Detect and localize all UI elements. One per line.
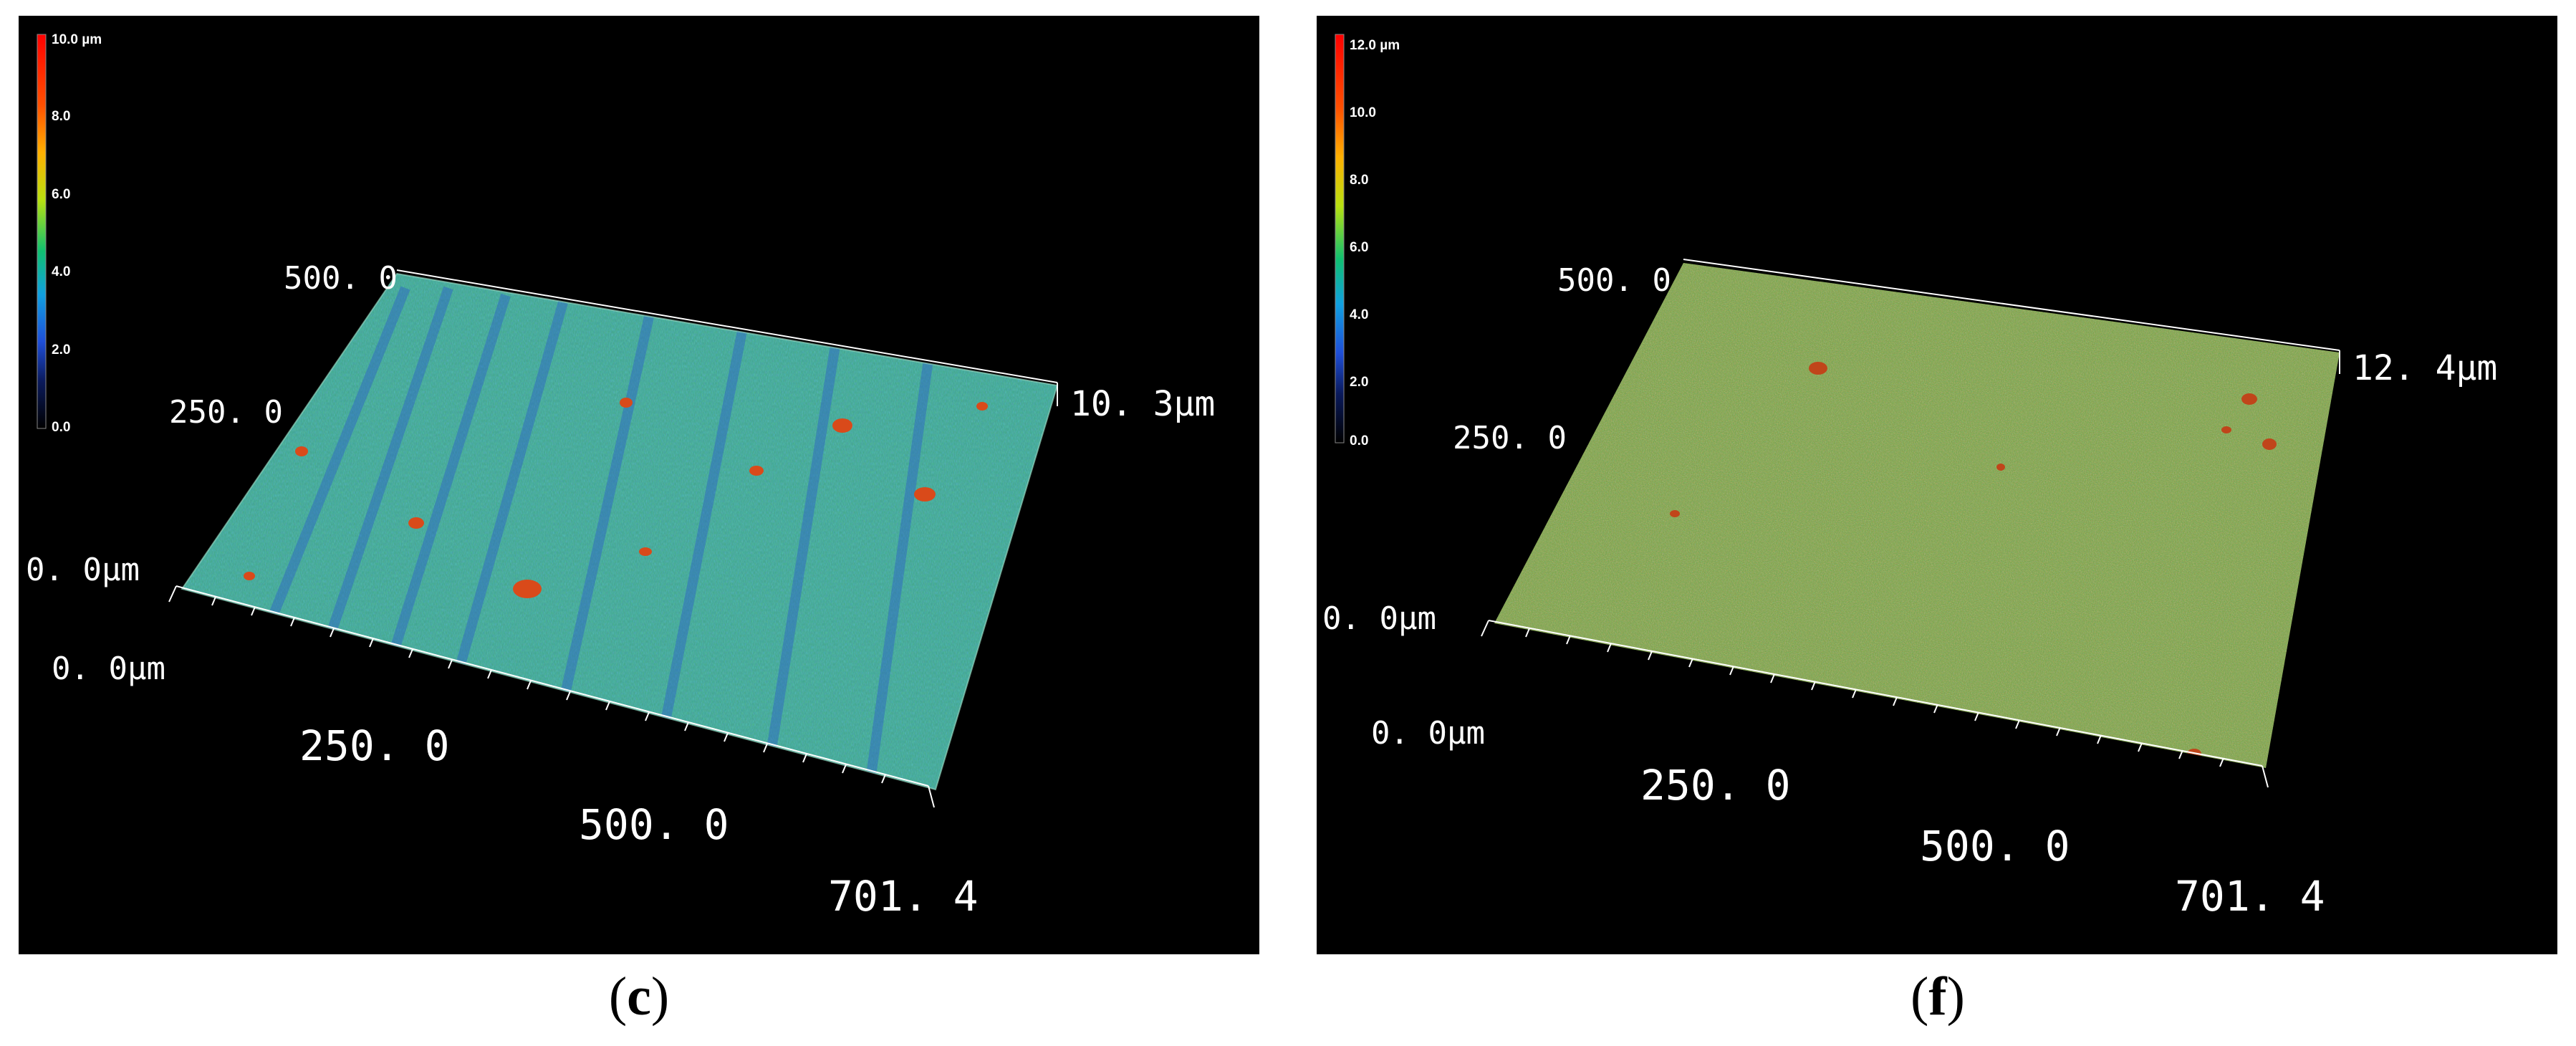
colorbar-label: 6.0 (52, 187, 71, 202)
x-axis-label: 0. 0μm (52, 651, 165, 687)
colorbar-c (37, 34, 46, 428)
y-axis-label: 0. 0μm (26, 552, 140, 588)
y-axis-label: 250. 0 (169, 394, 283, 431)
z-max-label: 12. 4μm (2352, 348, 2498, 388)
colorbar-label: 0.0 (1350, 433, 1369, 448)
x-axis-label: 500. 0 (579, 800, 729, 849)
colorbar-label: 2.0 (52, 342, 71, 358)
y-axis-label: 500. 0 (1557, 262, 1671, 299)
colorbar-label: 8.0 (52, 109, 71, 124)
colorbar-label: 4.0 (52, 264, 71, 279)
colorbar-label: 0.0 (52, 420, 71, 435)
colorbar-label: 2.0 (1350, 375, 1369, 390)
caption-c: (c) (608, 966, 670, 1027)
y-axis-label: 250. 0 (1453, 420, 1567, 456)
y-axis-label: 0. 0μm (1322, 600, 1436, 637)
x-axis-label: 250. 0 (299, 721, 450, 770)
colorbar-label: 10.0 µm (52, 32, 102, 47)
colorbar-label: 8.0 (1350, 173, 1369, 188)
colorbar-label: 10.0 (1350, 105, 1376, 120)
z-max-label: 10. 3μm (1070, 384, 1216, 424)
surface-plot-f (1335, 34, 2340, 788)
surface-f (1494, 263, 2340, 768)
axes-c (168, 269, 1058, 808)
axes-f (1481, 259, 2340, 788)
caption-f: (f) (1911, 966, 1965, 1027)
surface-plot-c (37, 34, 1059, 808)
colorbar-label: 4.0 (1350, 307, 1369, 322)
x-axis-label: 701. 4 (2175, 872, 2325, 921)
x-axis-label: 500. 0 (1920, 822, 2070, 870)
colorbar-label: 6.0 (1350, 240, 1369, 255)
surface-panel-c: 10.0 µm 8.0 6.0 4.0 2.0 0.0 500. 0 250. … (19, 16, 1259, 954)
x-axis-label: 250. 0 (1640, 761, 1791, 810)
x-axis-label: 0. 0μm (1371, 715, 1485, 752)
colorbar-label: 12.0 µm (1350, 38, 1400, 53)
colorbar-f (1335, 34, 1344, 443)
x-axis-label: 701. 4 (828, 872, 979, 921)
y-axis-label: 500. 0 (284, 260, 398, 297)
surface-panel-f: 12.0 µm 10.0 8.0 6.0 4.0 2.0 0.0 500. 0 … (1317, 16, 2557, 954)
